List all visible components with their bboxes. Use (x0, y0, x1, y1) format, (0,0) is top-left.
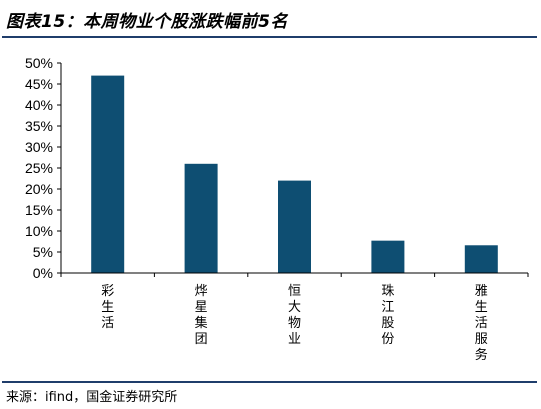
y-tick-label: 0% (33, 265, 53, 281)
x-axis: 彩生活 烨星集团 恒大物业 珠江股份 雅生活服务 (60, 272, 529, 363)
chart-title: 图表15：本周物业个股涨跌幅前5名 (6, 12, 288, 32)
y-tick-label: 50% (25, 55, 53, 71)
bottom-divider (2, 381, 537, 383)
bar (278, 180, 311, 273)
x-tick-label: 烨星集团 (195, 284, 208, 347)
y-tick-label: 5% (33, 244, 53, 260)
bar-chart: 0% 5% 10% 15% 20% 25% 30% 35% 40% 45% 50% 彩生活 烨星集团 恒… (25, 55, 529, 363)
y-axis: 0% 5% 10% 15% 20% 25% 30% 35% 40% 45% 50% (25, 55, 62, 281)
x-tick-label: 恒大物业 (288, 284, 301, 347)
bar (91, 75, 125, 273)
y-tick-label: 10% (25, 223, 53, 239)
bar (184, 163, 218, 273)
bar (371, 240, 405, 273)
x-tick-label: 雅生活服务 (475, 284, 488, 363)
top-divider (2, 36, 537, 38)
source-note: 来源：ifind，国金证券研究所 (6, 390, 178, 405)
y-tick-label: 45% (25, 76, 53, 92)
y-tick-label: 20% (25, 181, 53, 197)
bars (91, 75, 498, 273)
y-tick-label: 30% (25, 139, 53, 155)
bar (464, 245, 498, 273)
x-tick-label: 珠江股份 (381, 284, 394, 347)
x-tick-label: 彩生活 (101, 284, 114, 331)
y-tick-label: 40% (25, 97, 53, 113)
y-tick-label: 15% (25, 202, 53, 218)
y-tick-label: 35% (25, 118, 53, 134)
y-tick-label: 25% (25, 160, 53, 176)
